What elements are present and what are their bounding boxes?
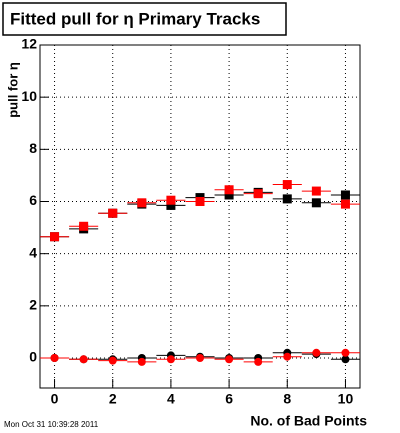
x-tick-label: 4 [167,391,175,407]
x-tick-label: 10 [338,391,354,407]
marker [282,194,292,204]
marker [137,198,147,208]
marker [224,190,234,200]
marker [340,190,350,200]
marker [108,208,118,218]
marker [50,232,60,242]
marker [196,354,204,363]
marker [341,348,350,357]
marker [253,189,263,199]
x-tick-label: 0 [51,391,59,407]
y-tick-label: 4 [29,244,37,260]
marker [166,200,176,210]
marker [108,356,117,365]
x-tick-label: 2 [109,391,117,407]
marker [312,348,321,357]
plot-frame [39,44,361,389]
marker [166,195,176,205]
marker [283,352,292,361]
marker [137,357,146,366]
y-axis-label: pull for η [5,62,20,118]
y-tick-label: 2 [29,297,37,313]
marker [311,198,321,208]
marker [341,355,350,364]
marker [50,354,59,363]
marker [340,199,350,209]
y-tick-label: 8 [29,140,37,156]
x-tick-label: 8 [283,391,291,407]
title-box [2,2,287,36]
marker [282,180,292,190]
x-tick-label: 6 [225,391,233,407]
marker [79,355,88,364]
y-tick-label: 0 [29,349,37,365]
marker [224,185,234,195]
marker [166,355,175,364]
x-axis-label: No. of Bad Points [250,413,367,429]
marker [225,355,234,364]
y-tick-label: 10 [21,88,37,104]
marker [311,186,321,196]
marker [79,221,89,231]
y-tick-label: 6 [29,192,37,208]
footer: Mon Oct 31 10:39:28 2011 [4,420,99,429]
chart-title: Fitted pull for η Primary Tracks [10,9,260,28]
marker [254,357,263,366]
y-tick-label: 12 [21,36,37,52]
marker [195,197,205,207]
